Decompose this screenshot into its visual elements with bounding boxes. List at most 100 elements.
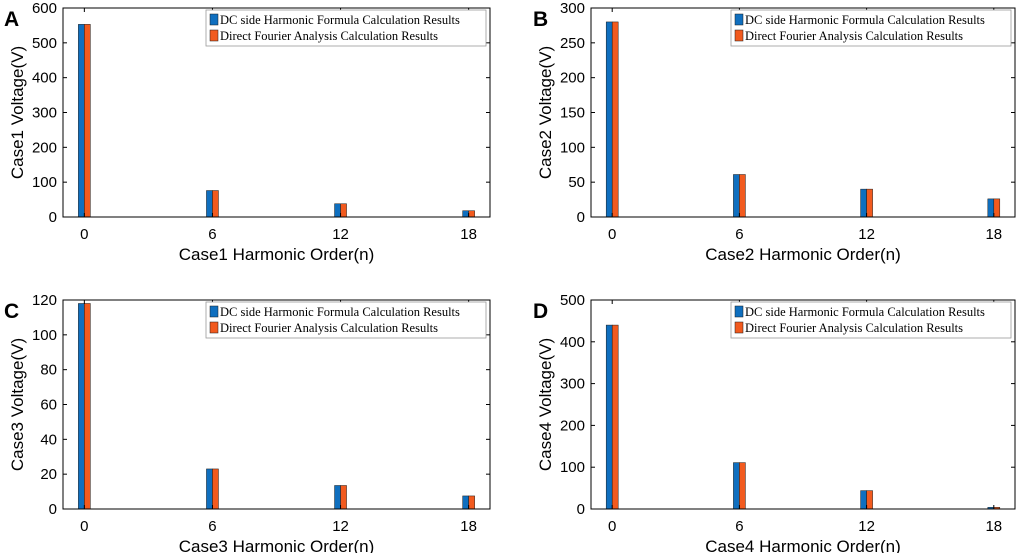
y-tick-label: 0 bbox=[577, 209, 585, 226]
bar-series2-n18 bbox=[468, 210, 475, 218]
y-axis-label: Case4 Voltage(V) bbox=[536, 338, 555, 471]
y-tick-label: 120 bbox=[32, 292, 57, 309]
legend-box bbox=[730, 9, 1012, 47]
y-tick-label: 0 bbox=[49, 501, 57, 518]
legend-label-series2: Direct Fourier Analysis Calculation Resu… bbox=[220, 321, 438, 335]
chart-panel-a: A 0 100 200 300 400 500 600 0 6 12 18 Case1 Harmonic… bbox=[4, 0, 491, 264]
axes-frame bbox=[590, 299, 1016, 510]
bar-series1-n18 bbox=[987, 198, 995, 218]
x-tick-label: 18 bbox=[460, 226, 477, 243]
legend-label-series1: DC side Harmonic Formula Calculation Res… bbox=[745, 305, 985, 319]
bar-series1-n12 bbox=[334, 203, 341, 218]
bar-series1-n6 bbox=[206, 468, 213, 510]
x-axis-label: Case4 Harmonic Order(n) bbox=[705, 537, 901, 553]
legend-swatch-series2 bbox=[209, 321, 219, 334]
bar-series2-n18 bbox=[468, 495, 475, 510]
y-tick-label: 100 bbox=[560, 459, 585, 476]
bar-series2-n12 bbox=[866, 188, 873, 218]
legend-box bbox=[205, 9, 487, 47]
x-tick-label: 12 bbox=[858, 518, 875, 535]
legend-swatch-series2 bbox=[734, 29, 744, 42]
y-tick-label: 0 bbox=[577, 501, 585, 518]
x-tick-label: 12 bbox=[332, 226, 349, 243]
x-tick-label: 18 bbox=[985, 226, 1002, 243]
y-tick-label: 40 bbox=[40, 431, 57, 448]
bar-series1-n18 bbox=[462, 210, 469, 218]
chart-panel-c: C 0 20 40 60 80 100 120 0 6 12 18 Case3 Harmonic Ord… bbox=[4, 292, 491, 553]
y-tick-label: 20 bbox=[40, 466, 57, 483]
bar-series2-n0 bbox=[611, 21, 619, 218]
x-tick-label: 6 bbox=[208, 226, 216, 243]
legend-swatch-series2 bbox=[209, 29, 219, 42]
bar-series2-n18 bbox=[993, 198, 1001, 218]
bar-series1-n6 bbox=[733, 462, 740, 510]
x-tick-label: 0 bbox=[80, 518, 88, 535]
legend-label-series2: Direct Fourier Analysis Calculation Resu… bbox=[745, 321, 963, 335]
x-axis-label: Case1 Harmonic Order(n) bbox=[179, 245, 375, 264]
x-tick-label: 0 bbox=[80, 226, 88, 243]
legend-swatch-series1 bbox=[734, 305, 744, 318]
bar-series2-n6 bbox=[739, 462, 746, 510]
y-tick-label: 200 bbox=[560, 417, 585, 434]
x-tick-label: 18 bbox=[460, 518, 477, 535]
x-tick-label: 6 bbox=[735, 226, 743, 243]
y-tick-label: 100 bbox=[32, 327, 57, 344]
legend-label-series2: Direct Fourier Analysis Calculation Resu… bbox=[745, 29, 963, 43]
bar-series1-n12 bbox=[860, 490, 867, 510]
chart-panel-b: B 0 50 100 150 200 250 300 0 6 12 18 Case2 Harmonic … bbox=[533, 0, 1016, 264]
y-tick-label: 100 bbox=[560, 139, 585, 156]
panel-letter: D bbox=[533, 300, 548, 323]
panel-letter: A bbox=[4, 8, 19, 31]
legend-box bbox=[730, 301, 1012, 339]
y-tick-label: 60 bbox=[40, 397, 57, 414]
y-tick-label: 400 bbox=[560, 334, 585, 351]
bar-series2-n6 bbox=[212, 468, 219, 510]
legend-label-series1: DC side Harmonic Formula Calculation Res… bbox=[220, 305, 460, 319]
bar-series1-n12 bbox=[860, 188, 867, 218]
y-axis-label: Case1 Voltage(V) bbox=[8, 46, 27, 179]
bar-series1-n18 bbox=[462, 495, 469, 510]
bar-series2-n12 bbox=[866, 490, 873, 510]
bar-series2-n0 bbox=[611, 324, 619, 510]
x-tick-label: 6 bbox=[735, 518, 743, 535]
legend-swatch-series1 bbox=[734, 13, 744, 26]
bar-series2-n0 bbox=[84, 303, 91, 510]
legend-swatch-series2 bbox=[734, 321, 744, 334]
x-tick-label: 0 bbox=[608, 518, 616, 535]
bar-series2-n12 bbox=[340, 203, 347, 218]
x-tick-label: 6 bbox=[208, 518, 216, 535]
x-tick-label: 12 bbox=[332, 518, 349, 535]
y-tick-label: 300 bbox=[32, 105, 57, 122]
y-tick-label: 250 bbox=[560, 35, 585, 52]
y-tick-label: 150 bbox=[560, 105, 585, 122]
bar-series2-n0 bbox=[84, 24, 91, 218]
panel-letter: C bbox=[4, 300, 19, 323]
bar-series1-n0 bbox=[605, 324, 613, 510]
x-tick-label: 12 bbox=[858, 226, 875, 243]
y-tick-label: 300 bbox=[560, 376, 585, 393]
y-tick-label: 300 bbox=[560, 0, 585, 17]
legend-swatch-series1 bbox=[209, 305, 219, 318]
bar-series1-n12 bbox=[334, 485, 341, 510]
panel-letter: B bbox=[533, 8, 548, 31]
x-tick-label: 0 bbox=[608, 226, 616, 243]
bar-series1-n6 bbox=[206, 190, 213, 218]
bar-series2-n6 bbox=[739, 174, 746, 218]
legend-label-series1: DC side Harmonic Formula Calculation Res… bbox=[745, 13, 985, 27]
bar-series1-n6 bbox=[733, 174, 740, 218]
y-axis-label: Case3 Voltage(V) bbox=[8, 338, 27, 471]
x-axis-label: Case2 Harmonic Order(n) bbox=[705, 245, 901, 264]
y-tick-label: 600 bbox=[32, 0, 57, 17]
bar-series1-n0 bbox=[78, 24, 85, 218]
bar-series2-n6 bbox=[212, 190, 219, 218]
x-axis-label: Case3 Harmonic Order(n) bbox=[179, 537, 375, 553]
y-tick-label: 500 bbox=[32, 35, 57, 52]
legend-label-series2: Direct Fourier Analysis Calculation Resu… bbox=[220, 29, 438, 43]
legend-label-series1: DC side Harmonic Formula Calculation Res… bbox=[220, 13, 460, 27]
bar-series1-n0 bbox=[78, 303, 85, 510]
y-tick-label: 500 bbox=[560, 292, 585, 309]
bar-series1-n0 bbox=[605, 21, 613, 218]
legend-swatch-series1 bbox=[209, 13, 219, 26]
y-tick-label: 80 bbox=[40, 362, 57, 379]
